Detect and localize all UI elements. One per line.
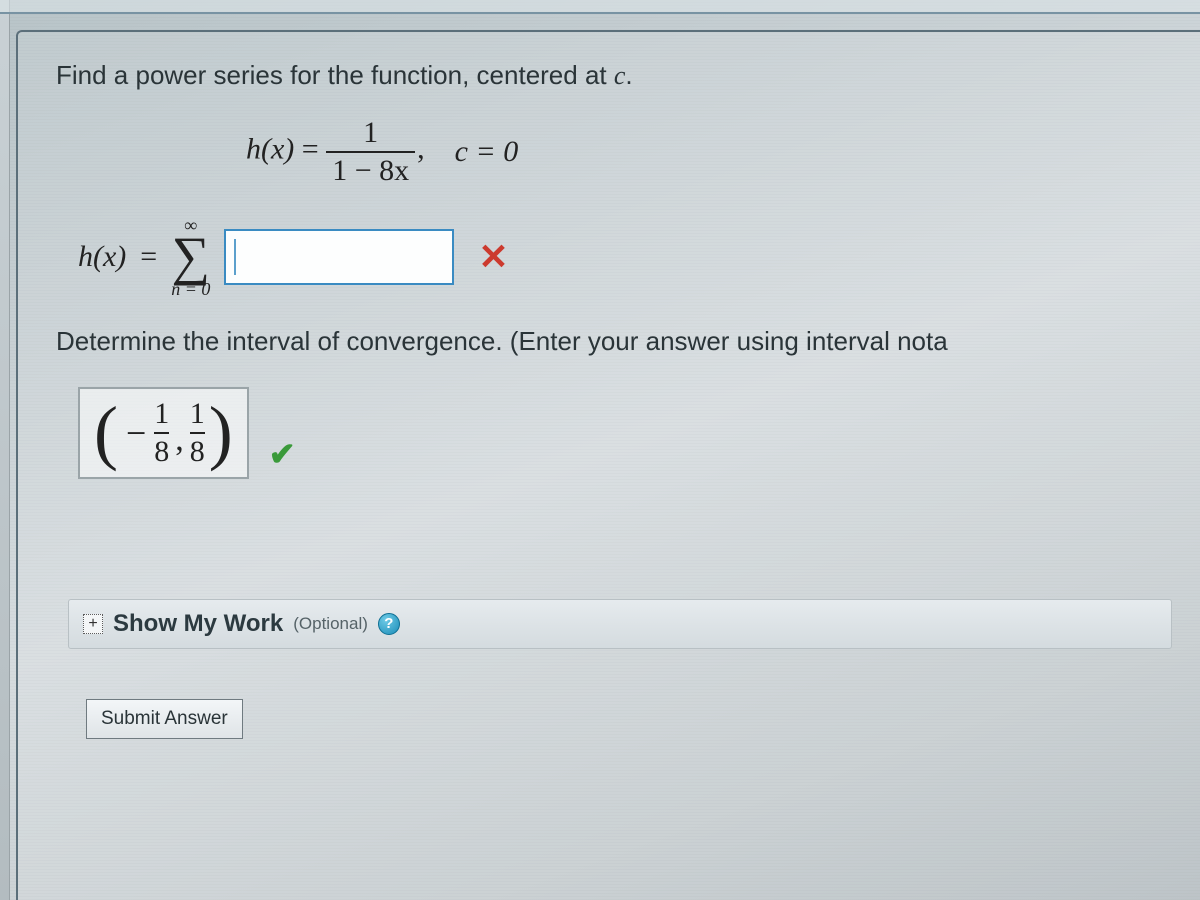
prompt-interval: Determine the interval of convergence. (… xyxy=(56,326,1200,357)
given-equation: h(x) = 1 1 − 8x , c = 0 xyxy=(246,117,1200,186)
interval-negative-sign: − xyxy=(126,412,146,454)
prompt1-var-c: c xyxy=(614,61,626,90)
interval-input[interactable]: ( − 1 8 , 1 8 ) xyxy=(78,387,249,479)
interval-b-num: 1 xyxy=(190,399,205,429)
question-panel: Find a power series for the function, ce… xyxy=(16,30,1200,900)
interval-close-paren: ) xyxy=(209,404,233,462)
interval-b-den: 8 xyxy=(190,437,205,467)
given-lhs-text: h(x) xyxy=(246,132,294,165)
fraction-bar xyxy=(326,151,415,153)
interval-comma: , xyxy=(175,421,184,459)
interval-a-num: 1 xyxy=(154,399,169,429)
prompt-power-series: Find a power series for the function, ce… xyxy=(56,60,1200,91)
series-answer-row: h(x) = ∞ ∑ n = 0 ✕ xyxy=(78,216,1200,298)
given-eq-sign: = xyxy=(294,132,326,165)
interval-a-bar xyxy=(154,432,169,434)
given-numerator: 1 xyxy=(357,117,384,149)
submit-answer-button[interactable]: Submit Answer xyxy=(86,699,243,739)
series-lhs: h(x) xyxy=(78,240,126,274)
expand-icon[interactable]: + xyxy=(83,614,103,634)
input-caret xyxy=(234,239,236,275)
sigma-notation: ∞ ∑ n = 0 xyxy=(171,216,210,298)
interval-answer-row: ( − 1 8 , 1 8 ) ✔ xyxy=(78,387,1200,479)
sigma-symbol: ∑ xyxy=(172,234,211,280)
show-my-work-label: Show My Work xyxy=(113,610,283,638)
wrong-icon: ✕ xyxy=(478,236,508,278)
help-icon[interactable]: ? xyxy=(378,613,400,635)
given-denominator: 1 − 8x xyxy=(326,155,415,187)
given-fraction: 1 1 − 8x xyxy=(326,117,415,186)
show-my-work-bar[interactable]: + Show My Work (Optional) ? xyxy=(68,599,1172,649)
interval-right-fraction: 1 8 xyxy=(190,399,205,467)
interval-open-paren: ( xyxy=(94,404,118,462)
given-comma: , xyxy=(417,132,425,165)
show-my-work-optional: (Optional) xyxy=(293,614,368,634)
correct-icon: ✔ xyxy=(269,435,296,473)
series-eq-sign: = xyxy=(140,240,157,274)
sigma-lower: n = 0 xyxy=(171,280,210,298)
prompt1-text-post: . xyxy=(625,60,632,90)
interval-left-fraction: 1 8 xyxy=(154,399,169,467)
interval-a-den: 8 xyxy=(154,437,169,467)
top-divider xyxy=(0,0,1200,14)
interval-b-bar xyxy=(190,432,205,434)
series-term-input[interactable] xyxy=(224,229,454,285)
window-left-edge xyxy=(0,0,10,900)
prompt1-text-pre: Find a power series for the function, ce… xyxy=(56,60,614,90)
given-lhs: h(x) = 1 1 − 8x , xyxy=(246,117,425,186)
given-center: c = 0 xyxy=(455,135,519,169)
